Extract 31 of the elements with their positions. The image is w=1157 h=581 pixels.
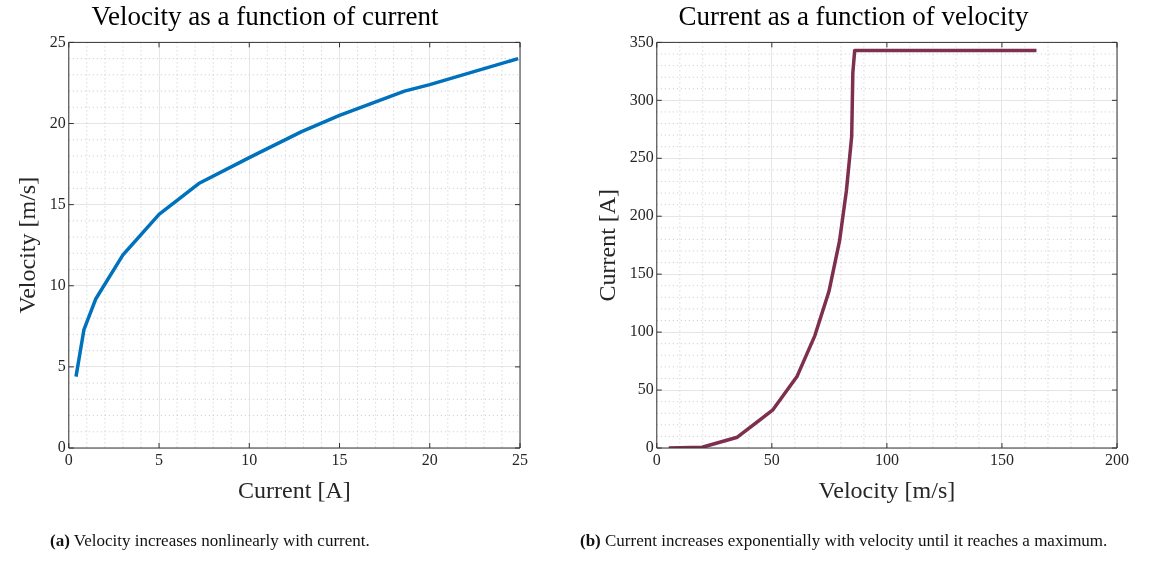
x-tick-label: 10 xyxy=(241,450,258,468)
y-tick-label: 350 xyxy=(629,32,654,50)
chart-title: Current as a function of velocity xyxy=(678,1,1030,32)
y-tick-label: 200 xyxy=(629,206,654,224)
y-tick-label: 50 xyxy=(637,380,654,398)
y-axis-title: Current [A] xyxy=(593,188,620,302)
y-tick-label: 5 xyxy=(57,357,66,375)
y-tick-label: 15 xyxy=(49,194,66,212)
y-tick-label: 10 xyxy=(49,275,66,293)
text: (b) Current increases exponentially with velocity until it reaches a maximum. xyxy=(580,530,1109,552)
chart-title: Velocity as a function of current xyxy=(91,1,440,32)
y-tick-label: 0 xyxy=(57,438,66,456)
y-tick-label: 25 xyxy=(49,32,66,50)
x-tick-label: 5 xyxy=(155,450,164,468)
y-tick-label: 150 xyxy=(629,264,654,282)
y-tick-label: 300 xyxy=(629,90,654,108)
x-axis-title: Velocity [m/s] xyxy=(818,476,956,503)
text: (a) Velocity increases nonlinearly with current. xyxy=(50,530,371,552)
y-axis-title: Velocity [m/s] xyxy=(13,176,40,314)
x-tick-label: 100 xyxy=(874,450,899,468)
y-tick-label: 0 xyxy=(645,438,654,456)
x-tick-label: 15 xyxy=(331,450,348,468)
y-tick-label: 100 xyxy=(629,322,654,340)
y-tick-label: 20 xyxy=(49,113,66,131)
x-tick-label: 200 xyxy=(1105,450,1129,468)
x-tick-label: 150 xyxy=(989,450,1014,468)
x-tick-label: 20 xyxy=(421,450,438,468)
y-tick-label: 250 xyxy=(629,148,654,166)
x-tick-label: 25 xyxy=(512,450,528,468)
x-axis-title: Current [A] xyxy=(238,476,351,503)
x-tick-label: 50 xyxy=(763,450,780,468)
